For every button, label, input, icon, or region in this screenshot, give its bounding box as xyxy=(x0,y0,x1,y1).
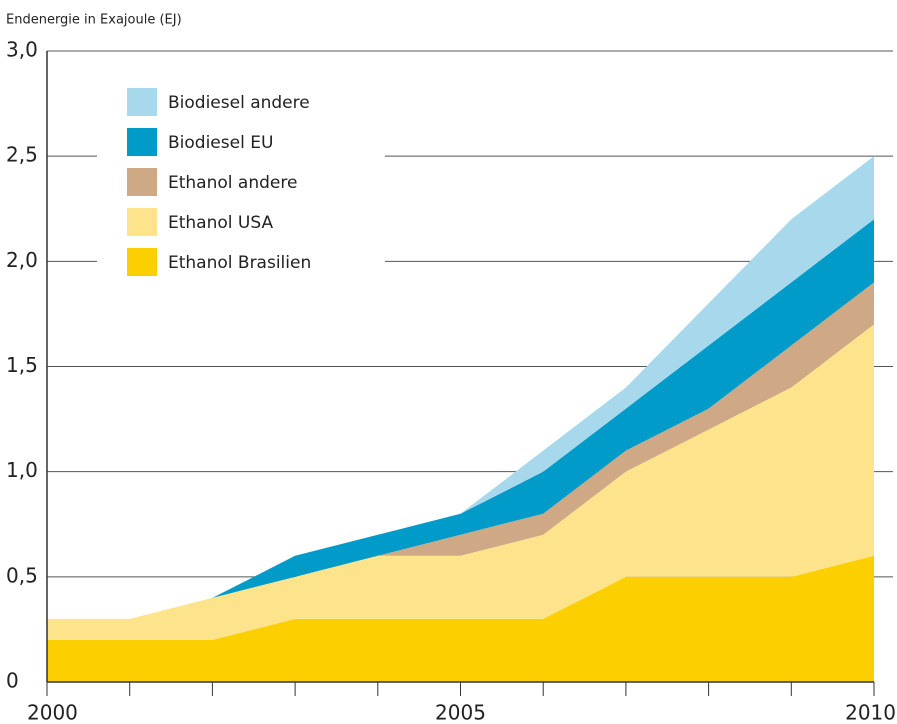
y-tick-label: 0 xyxy=(6,669,19,693)
area xyxy=(47,324,874,640)
legend-label: Biodiesel EU xyxy=(168,133,273,153)
x-tick-label: 2000 xyxy=(27,701,78,724)
y-tick-label: 2,5 xyxy=(6,143,38,167)
y-tick-label: 3,0 xyxy=(6,38,38,62)
y-tick-label: 0,5 xyxy=(6,563,38,587)
legend-label: Ethanol Brasilien xyxy=(168,253,311,273)
legend-swatch xyxy=(127,128,157,156)
legend-label: Biodiesel andere xyxy=(168,93,310,113)
y-tick-label: 2,0 xyxy=(6,248,38,272)
legend-swatch xyxy=(127,208,157,236)
legend-label: Ethanol USA xyxy=(168,213,273,233)
area xyxy=(47,282,874,619)
legend-swatch xyxy=(127,168,157,196)
x-tick-label: 2010 xyxy=(845,701,896,724)
y-axis-label: Endenergie in Exajoule (EJ) xyxy=(6,13,182,28)
legend-swatch xyxy=(127,88,157,116)
legend-swatch xyxy=(127,248,157,276)
x-tick-label: 2005 xyxy=(435,701,486,724)
legend-label: Ethanol andere xyxy=(168,173,297,193)
y-tick-label: 1,5 xyxy=(6,353,38,377)
y-tick-label: 1,0 xyxy=(6,458,38,482)
